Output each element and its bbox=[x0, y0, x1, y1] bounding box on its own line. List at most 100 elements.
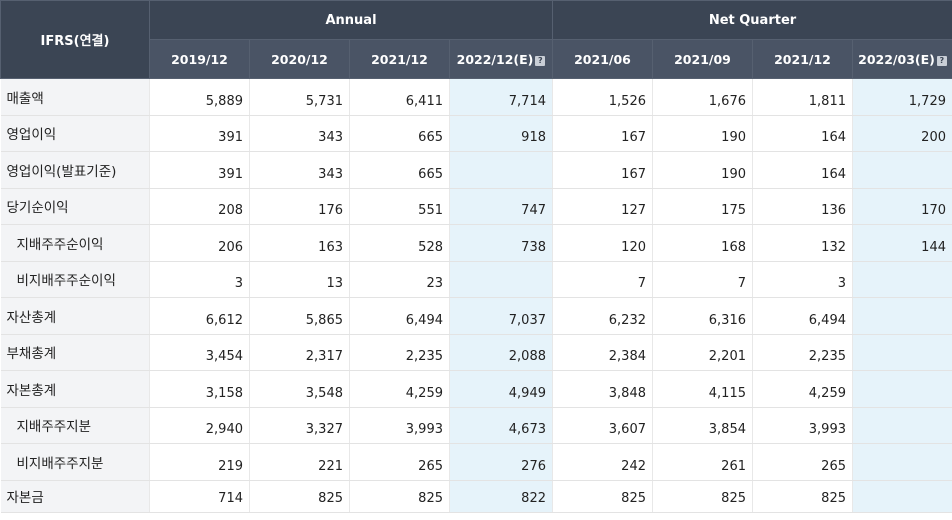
value-cell: 175 bbox=[652, 188, 753, 225]
header-net-quarter: Net Quarter bbox=[552, 0, 952, 40]
value-cell: 127 bbox=[552, 188, 653, 225]
header-label: IFRS(연결) bbox=[0, 0, 150, 79]
period-header: 2021/09 bbox=[652, 39, 753, 79]
header-row-periods: 2019/12 2020/12 2021/12 2022/12(E)? 2021… bbox=[1, 39, 952, 79]
period-header-estimate: 2022/12(E)? bbox=[449, 39, 553, 79]
value-cell: 168 bbox=[652, 224, 753, 262]
row-label: 자본금 bbox=[0, 480, 150, 513]
row-label: 자산총계 bbox=[0, 297, 150, 335]
value-cell: 242 bbox=[552, 443, 653, 481]
value-cell bbox=[449, 261, 553, 298]
value-cell: 1,526 bbox=[552, 78, 653, 116]
value-cell: 6,232 bbox=[552, 297, 653, 335]
value-cell: 7 bbox=[552, 261, 653, 298]
row-label: 비지배주주순이익 bbox=[0, 261, 150, 298]
row-label: 지배주주순이익 bbox=[0, 224, 150, 262]
value-cell: 343 bbox=[249, 151, 350, 189]
value-cell: 144 bbox=[852, 224, 952, 262]
row-label: 영업이익(발표기준) bbox=[0, 151, 150, 189]
value-cell: 132 bbox=[752, 224, 853, 262]
value-cell: 265 bbox=[349, 443, 450, 481]
value-cell: 2,317 bbox=[249, 334, 350, 371]
table-row: 비지배주주순이익 3 13 23 7 7 3 bbox=[0, 261, 952, 298]
value-cell: 2,384 bbox=[552, 334, 653, 371]
row-label: 부채총계 bbox=[0, 334, 150, 371]
value-cell: 5,889 bbox=[149, 78, 250, 116]
value-cell: 206 bbox=[149, 224, 250, 262]
row-label: 영업이익 bbox=[0, 115, 150, 152]
value-cell: 164 bbox=[752, 151, 853, 189]
value-cell: 2,088 bbox=[449, 334, 553, 371]
value-cell: 276 bbox=[449, 443, 553, 481]
value-cell: 4,259 bbox=[752, 370, 853, 408]
value-cell: 4,949 bbox=[449, 370, 553, 408]
header-row-groups: IFRS(연결) Annual Net Quarter bbox=[0, 0, 952, 79]
value-cell: 665 bbox=[349, 151, 450, 189]
help-icon[interactable]: ? bbox=[535, 55, 546, 66]
value-cell: 163 bbox=[249, 224, 350, 262]
value-cell: 3,158 bbox=[149, 370, 250, 408]
table-row: 지배주주지분 2,940 3,327 3,993 4,673 3,607 3,854 3,99… bbox=[0, 407, 952, 444]
value-cell: 2,940 bbox=[149, 407, 250, 444]
value-cell bbox=[852, 480, 952, 513]
row-label: 당기순이익 bbox=[0, 188, 150, 225]
value-cell: 825 bbox=[249, 480, 350, 513]
value-cell: 170 bbox=[852, 188, 952, 225]
value-cell: 3,854 bbox=[652, 407, 753, 444]
table-row: 자산총계 6,612 5,865 6,494 7,037 6,232 6,316 6,494 bbox=[0, 297, 952, 335]
row-label: 지배주주지분 bbox=[0, 407, 150, 444]
value-cell: 2,201 bbox=[652, 334, 753, 371]
value-cell: 391 bbox=[149, 151, 250, 189]
value-cell: 391 bbox=[149, 115, 250, 152]
value-cell: 23 bbox=[349, 261, 450, 298]
value-cell: 190 bbox=[652, 151, 753, 189]
period-header-estimate: 2022/03(E)? bbox=[852, 39, 952, 79]
value-cell: 3,327 bbox=[249, 407, 350, 444]
value-cell: 221 bbox=[249, 443, 350, 481]
value-cell: 6,316 bbox=[652, 297, 753, 335]
value-cell: 164 bbox=[752, 115, 853, 152]
value-cell: 208 bbox=[149, 188, 250, 225]
value-cell: 4,115 bbox=[652, 370, 753, 408]
value-cell bbox=[852, 370, 952, 408]
value-cell: 4,259 bbox=[349, 370, 450, 408]
table-row: 영업이익(발표기준) 391 343 665 167 190 164 bbox=[0, 151, 952, 189]
value-cell: 7,037 bbox=[449, 297, 553, 335]
value-cell: 5,865 bbox=[249, 297, 350, 335]
value-cell bbox=[852, 297, 952, 335]
value-cell bbox=[852, 261, 952, 298]
value-cell: 1,676 bbox=[652, 78, 753, 116]
value-cell: 343 bbox=[249, 115, 350, 152]
value-cell: 190 bbox=[652, 115, 753, 152]
period-header: 2019/12 bbox=[149, 39, 250, 79]
value-cell: 219 bbox=[149, 443, 250, 481]
row-label: 매출액 bbox=[0, 78, 150, 116]
header-annual: Annual bbox=[149, 0, 553, 40]
table-row: 부채총계 3,454 2,317 2,235 2,088 2,384 2,201 2,235 bbox=[0, 334, 952, 371]
value-cell: 825 bbox=[349, 480, 450, 513]
table-row: 자본총계 3,158 3,548 4,259 4,949 3,848 4,115 4,259 bbox=[0, 370, 952, 408]
value-cell: 1,729 bbox=[852, 78, 952, 116]
row-label: 비지배주주지분 bbox=[0, 443, 150, 481]
value-cell: 3,454 bbox=[149, 334, 250, 371]
value-cell: 3 bbox=[149, 261, 250, 298]
value-cell: 3,848 bbox=[552, 370, 653, 408]
value-cell: 747 bbox=[449, 188, 553, 225]
value-cell: 3,993 bbox=[752, 407, 853, 444]
row-label: 자본총계 bbox=[0, 370, 150, 408]
value-cell: 825 bbox=[652, 480, 753, 513]
value-cell: 6,411 bbox=[349, 78, 450, 116]
help-icon[interactable]: ? bbox=[936, 55, 947, 66]
value-cell: 825 bbox=[752, 480, 853, 513]
value-cell: 176 bbox=[249, 188, 350, 225]
table-row: 매출액 5,889 5,731 6,411 7,714 1,526 1,676 1,811 1,… bbox=[0, 78, 952, 116]
table-row: 자본금 714 825 825 822 825 825 825 bbox=[0, 480, 952, 513]
table-row: 비지배주주지분 219 221 265 276 242 261 265 bbox=[0, 443, 952, 481]
table-row: 영업이익 391 343 665 918 167 190 164 200 bbox=[0, 115, 952, 152]
value-cell: 551 bbox=[349, 188, 450, 225]
value-cell: 261 bbox=[652, 443, 753, 481]
value-cell: 7 bbox=[652, 261, 753, 298]
value-cell bbox=[449, 151, 553, 189]
value-cell: 167 bbox=[552, 151, 653, 189]
value-cell: 3,548 bbox=[249, 370, 350, 408]
